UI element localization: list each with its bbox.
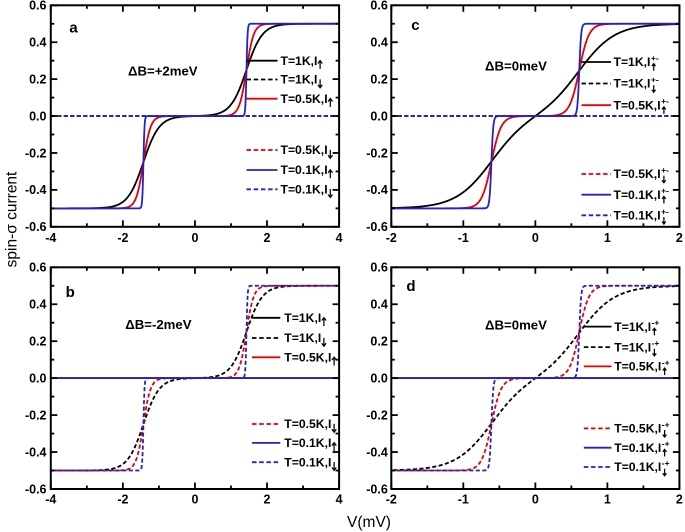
svg-text:T=0.5K,I: T=0.5K,I: [614, 422, 661, 436]
svg-text:ΔB=+2meV: ΔB=+2meV: [128, 63, 198, 78]
svg-text:-+: -+: [662, 357, 670, 367]
svg-text:T=1K,I: T=1K,I: [614, 55, 651, 69]
svg-text:-0.6: -0.6: [25, 220, 47, 234]
svg-text:-2: -2: [386, 493, 397, 507]
svg-text:T=0.5K,I: T=0.5K,I: [284, 417, 331, 431]
svg-text:0: 0: [532, 231, 539, 245]
svg-text:T=0.5K,I: T=0.5K,I: [614, 98, 661, 112]
svg-text:-0.2: -0.2: [25, 408, 47, 422]
svg-text:-+: -+: [662, 419, 670, 429]
svg-text:a: a: [69, 19, 78, 36]
svg-text:T=1K,I: T=1K,I: [281, 73, 318, 87]
svg-text:+-: +-: [661, 186, 669, 196]
svg-text:-+: -+: [662, 439, 670, 449]
svg-text:d: d: [406, 278, 415, 295]
svg-text:1: 1: [604, 493, 611, 507]
svg-text:0.4: 0.4: [29, 298, 46, 312]
svg-text:0.6: 0.6: [29, 261, 46, 275]
svg-text:-0.4: -0.4: [366, 183, 388, 197]
svg-text:0: 0: [532, 493, 539, 507]
svg-text:4: 4: [336, 231, 343, 245]
svg-text:T=0.1K,I: T=0.1K,I: [281, 183, 328, 197]
svg-text:c: c: [411, 17, 419, 34]
svg-text:0: 0: [191, 493, 198, 507]
svg-text:-0.4: -0.4: [366, 445, 388, 459]
svg-text:T=0.5K,I: T=0.5K,I: [281, 92, 328, 106]
svg-text:-2: -2: [117, 493, 128, 507]
svg-text:-0.2: -0.2: [25, 146, 47, 160]
svg-text:T=1K,I: T=1K,I: [614, 340, 651, 354]
svg-text:T=0.1K,I: T=0.1K,I: [284, 455, 331, 469]
svg-text:0.2: 0.2: [370, 72, 387, 86]
svg-text:-0.2: -0.2: [366, 408, 388, 422]
svg-text:-1: -1: [458, 231, 469, 245]
svg-text:T=1K,I: T=1K,I: [281, 54, 318, 68]
svg-text:b: b: [66, 284, 75, 301]
svg-text:T=0.5K,I: T=0.5K,I: [284, 351, 331, 365]
svg-text:0.6: 0.6: [29, 0, 46, 13]
svg-text:T=0.1K,I: T=0.1K,I: [614, 441, 661, 455]
svg-text:ΔB=0meV: ΔB=0meV: [485, 318, 547, 333]
svg-text:spin-σ current: spin-σ current: [3, 171, 20, 267]
svg-text:0.2: 0.2: [29, 72, 46, 86]
svg-text:0.6: 0.6: [370, 261, 387, 275]
svg-text:2: 2: [264, 493, 271, 507]
svg-text:T=0.1K,I: T=0.1K,I: [281, 163, 328, 177]
svg-text:0.0: 0.0: [29, 371, 46, 385]
svg-text:ΔB=0meV: ΔB=0meV: [485, 58, 547, 73]
svg-text:T=0.1K,I: T=0.1K,I: [614, 460, 661, 474]
svg-text:0: 0: [191, 231, 198, 245]
svg-text:V(mV): V(mV): [347, 514, 391, 531]
svg-text:2: 2: [676, 493, 683, 507]
svg-text:-2: -2: [117, 231, 128, 245]
svg-text:-4: -4: [45, 231, 56, 245]
svg-text:+-: +-: [661, 206, 669, 216]
svg-text:0.0: 0.0: [370, 109, 387, 123]
svg-text:+-: +-: [651, 75, 659, 85]
svg-text:-2: -2: [386, 231, 397, 245]
svg-text:T=0.1K,I: T=0.1K,I: [614, 188, 661, 202]
svg-text:-+: -+: [652, 338, 660, 348]
svg-text:0.0: 0.0: [370, 371, 387, 385]
svg-text:T=0.5K,I: T=0.5K,I: [614, 167, 661, 181]
svg-text:T=0.1K,I: T=0.1K,I: [614, 209, 661, 223]
svg-text:T=0.5K,I: T=0.5K,I: [281, 143, 328, 157]
svg-text:-1: -1: [458, 493, 469, 507]
svg-text:T=0.5K,I: T=0.5K,I: [614, 360, 661, 374]
svg-text:ΔB=-2meV: ΔB=-2meV: [125, 317, 191, 332]
svg-text:T=0.1K,I: T=0.1K,I: [284, 436, 331, 450]
svg-text:-0.2: -0.2: [366, 146, 388, 160]
svg-text:4: 4: [336, 493, 343, 507]
svg-text:0.4: 0.4: [370, 298, 387, 312]
svg-text:0.2: 0.2: [29, 335, 46, 349]
svg-text:-4: -4: [45, 493, 56, 507]
svg-text:0.0: 0.0: [29, 109, 46, 123]
svg-text:T=1K,I: T=1K,I: [284, 331, 321, 345]
svg-text:+-: +-: [661, 165, 669, 175]
svg-text:0.6: 0.6: [370, 0, 387, 13]
svg-text:T=1K,I: T=1K,I: [284, 311, 321, 325]
svg-text:+-: +-: [661, 96, 669, 106]
svg-text:0.2: 0.2: [370, 335, 387, 349]
svg-text:-+: -+: [662, 458, 670, 468]
svg-text:T=1K,I: T=1K,I: [614, 320, 651, 334]
svg-text:-0.6: -0.6: [366, 482, 388, 496]
svg-text:0.4: 0.4: [370, 36, 387, 50]
svg-text:T=1K,I: T=1K,I: [614, 77, 651, 91]
svg-text:-0.6: -0.6: [25, 482, 47, 496]
svg-text:2: 2: [676, 231, 683, 245]
svg-text:+-: +-: [651, 53, 659, 63]
svg-text:1: 1: [604, 231, 611, 245]
svg-text:-+: -+: [652, 318, 660, 328]
svg-text:-0.4: -0.4: [25, 445, 47, 459]
svg-text:-0.4: -0.4: [25, 183, 47, 197]
svg-text:2: 2: [264, 231, 271, 245]
svg-text:0.4: 0.4: [29, 36, 46, 50]
svg-text:-0.6: -0.6: [366, 220, 388, 234]
